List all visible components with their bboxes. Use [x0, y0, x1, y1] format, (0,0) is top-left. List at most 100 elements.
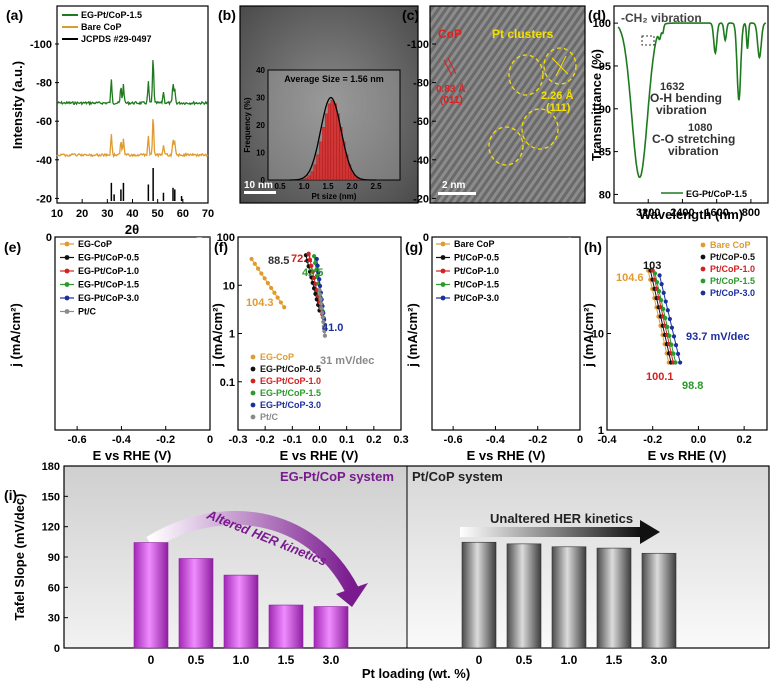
polar-point — [196, 212, 200, 216]
polar-point — [181, 131, 185, 135]
polar-point — [180, 77, 184, 81]
polar-ytick-label: -100 — [407, 39, 429, 51]
tafel-f-legend-marker — [250, 354, 256, 360]
histogram-bar — [333, 103, 337, 181]
polar-ytick-label: -20 — [36, 193, 52, 205]
ftir-xtick-label: 800 — [742, 207, 760, 219]
histogram-xtick: 2.0 — [346, 182, 358, 191]
polar-legend-entry: EG-Pt/CoP-0.5 — [78, 253, 139, 263]
tafel-bar — [268, 604, 304, 649]
bars-right-background — [407, 466, 769, 648]
co-wavenumber: 1080 — [688, 122, 712, 134]
pt-cluster-ring — [521, 108, 559, 150]
polar-point — [183, 144, 187, 148]
polar-point — [175, 158, 179, 162]
tafel-bar — [461, 541, 497, 649]
tafel-h-ytick-label: 1 — [598, 425, 604, 437]
polar-legend-marker — [64, 255, 70, 260]
tafel-f-slope-label: 104.3 — [246, 297, 274, 309]
histogram-bar — [319, 141, 323, 181]
xrd-xtick-label: 60 — [177, 208, 189, 220]
polar-point — [548, 225, 552, 229]
polar-legend-entry: Pt/CoP-1.5 — [454, 280, 499, 290]
tafel-bar-category: 3.0 — [651, 653, 668, 667]
xrd-legend-entry: EG-Pt/CoP-1.5 — [81, 10, 142, 20]
polar-legend-marker — [64, 268, 70, 274]
ftir-ytick-label: 80 — [599, 189, 611, 201]
polar-point — [178, 77, 182, 81]
tafel-h-slope-label: 100.1 — [646, 371, 674, 383]
tafel-bar-category: 3.0 — [323, 653, 340, 667]
polar-point — [186, 63, 190, 67]
polar-point — [182, 117, 186, 121]
polar-point — [164, 90, 168, 94]
polar-legend-entry: Pt/C — [78, 307, 97, 317]
polar-point — [176, 171, 180, 175]
polar-point — [194, 198, 198, 202]
ftir-trace — [617, 22, 767, 179]
polar-point — [540, 212, 544, 216]
polar-ytick-label: -20 — [413, 193, 429, 205]
hrtem-scale-label: 2 nm — [442, 180, 465, 191]
polar-ytick-label: -80 — [36, 78, 52, 90]
tafel-f-ytick-label: 1 — [229, 329, 235, 341]
tafel-f-slope-label: 31 mV/dec — [320, 355, 374, 367]
polar-point — [195, 225, 199, 229]
xrd-bare-cop-trace — [56, 119, 209, 159]
panel-h-ylabel: j (mA/cm²) — [581, 303, 596, 368]
histogram-fit-curve — [289, 96, 376, 181]
panel-e-ylabel: j (mA/cm²) — [8, 303, 23, 368]
tafel-h-legend-marker — [700, 254, 706, 260]
tafel-f-legend-entry: EG-Pt/CoP-1.0 — [260, 376, 321, 386]
histogram-bar — [313, 164, 317, 181]
histogram-bar — [322, 127, 326, 181]
tafel-f-legend-marker — [250, 402, 256, 408]
polar-point — [186, 50, 190, 54]
polar-legend-entry: EG-Pt/CoP-1.5 — [78, 280, 139, 290]
panel-f-tafel: (f) j (mA/cm²) E vs RHE (V) -0.3 -0.2 -0.1… — [210, 232, 409, 463]
polar-point — [538, 212, 542, 216]
ftir-xtick-label: 3200 — [636, 207, 660, 219]
polar-point — [178, 63, 182, 67]
tafel-f-legend-entry: EG-CoP — [260, 352, 294, 362]
histogram-bar — [324, 113, 329, 181]
polar-curve — [201, 237, 210, 238]
tafel-f-fit — [251, 258, 285, 308]
tafel-f-fit — [319, 289, 326, 336]
polar-point — [172, 117, 176, 121]
tafel-h-legend-entry: Bare CoP — [710, 240, 751, 250]
co-annotation-1: C-O stretching — [652, 132, 735, 146]
polar-point — [162, 63, 166, 67]
panel-a-label: (a) — [6, 7, 23, 23]
ftir-xtick-label: 2400 — [670, 207, 694, 219]
ftir-legend: EG-Pt/CoP-1.5 — [686, 189, 747, 199]
polar-xtick-label: -0.6 — [444, 434, 463, 446]
histogram-ytick: 20 — [256, 121, 265, 130]
polar-ytick-label: -40 — [36, 155, 52, 167]
tafel-f-legend-entry: Pt/C — [260, 412, 279, 422]
tafel-f-legend-entry: EG-Pt/CoP-3.0 — [260, 400, 321, 410]
polar-legend-entry: EG-CoP — [78, 239, 112, 249]
pt-plane: (111) — [546, 102, 571, 114]
ftir-ytick-label: 95 — [599, 61, 611, 73]
tafel-f-slope-label: 41.0 — [322, 322, 343, 334]
polar-point — [539, 212, 543, 216]
polar-ytick-label: 0 — [423, 232, 429, 244]
polar-point — [179, 90, 183, 94]
altered-kinetics-arrow — [146, 511, 359, 594]
polar-point — [171, 104, 175, 108]
tafel-bar-category: 1.5 — [278, 653, 295, 667]
panel-g-polarization: (g) j (mA/cm²) E vs RHE (V) -0.6 -0.4 -0.2… — [405, 39, 583, 463]
tafel-h-legend-marker — [700, 266, 706, 272]
oh-annotation-1: O-H bending — [650, 91, 722, 105]
tafel-bar — [178, 558, 214, 649]
tafel-f-legend-marker — [250, 378, 256, 384]
xrd-xtick-label: 30 — [101, 208, 113, 220]
polar-point — [175, 198, 179, 202]
ftir-ytick-label: 100 — [593, 18, 611, 30]
tafel-bar — [551, 546, 587, 649]
tafel-h-fit — [659, 275, 681, 363]
tafel-f-legend-marker — [250, 414, 256, 420]
tafel-bar-category: 0.5 — [516, 653, 533, 667]
tem-scale-label: 10 nm — [244, 180, 273, 191]
